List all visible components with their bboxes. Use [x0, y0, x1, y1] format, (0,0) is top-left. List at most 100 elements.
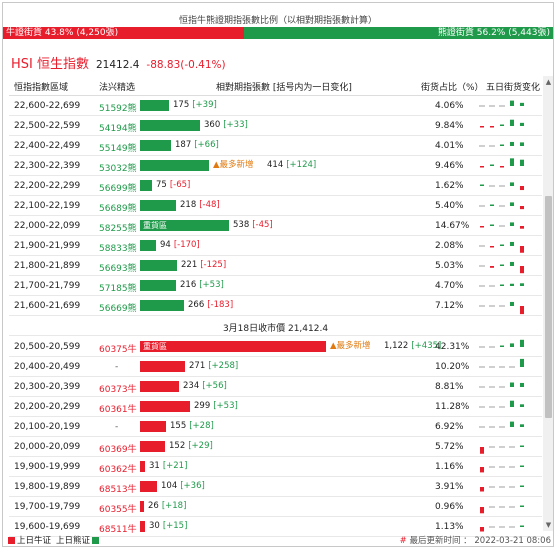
- spark-bar: [520, 525, 524, 527]
- amount-value: 234: [183, 381, 200, 391]
- row-warrant-code[interactable]: 53032熊: [99, 164, 137, 174]
- amount-bar: [140, 280, 176, 291]
- amount-text: 94 [-170]: [160, 240, 200, 251]
- row-warrant-code[interactable]: 68511牛: [99, 525, 137, 535]
- amount-bar: [140, 180, 152, 191]
- row-warrant-code[interactable]: 60375牛: [99, 345, 137, 355]
- amount-bar-area: 187 [+66]: [140, 140, 380, 152]
- five-day-sparkline: [480, 222, 524, 229]
- amount-change: [+18]: [161, 501, 187, 511]
- five-day-sparkline: [479, 421, 524, 428]
- row-warrant-code[interactable]: 54194熊: [99, 124, 137, 134]
- spark-bar: [520, 465, 524, 467]
- scroll-up-icon[interactable]: ▲: [545, 78, 552, 86]
- amount-value: 94: [160, 240, 171, 250]
- spark-bar: [520, 404, 524, 407]
- row-warrant-code[interactable]: 60355牛: [99, 505, 137, 515]
- table-row: 20,200-20,299 60361牛 299 [+53] 11.28%: [9, 397, 542, 417]
- table-row: 21,700-21,799 57185熊 216 [+53] 4.70%: [9, 276, 542, 296]
- row-warrant-code[interactable]: 60369牛: [99, 445, 137, 455]
- spark-bar: [510, 421, 514, 427]
- spark-bar: [520, 206, 524, 210]
- footer: 上日牛证 上日熊证 # 最后更新时间 ： 2022-03-21 08:06: [3, 531, 553, 546]
- spark-bar: [520, 339, 524, 347]
- row-share-pct: 4.01%: [435, 141, 464, 151]
- amount-bar: [140, 100, 169, 111]
- row-range: 20,500-20,599: [14, 342, 81, 352]
- table-row: 20,400-20,499 - 271 [+258] 10.20%: [9, 357, 542, 377]
- amount-bar: 重貨區: [140, 341, 326, 352]
- amount-value: 1,122: [384, 341, 409, 351]
- most-added-badge: ▲最多新增: [213, 160, 254, 170]
- row-range: 19,600-19,699: [14, 522, 81, 532]
- amount-bar-area: 30 [+15]: [140, 521, 380, 533]
- spark-bar: [520, 283, 524, 286]
- amount-text: 1,122 [+435]: [384, 341, 441, 352]
- row-warrant-code[interactable]: 56689熊: [99, 204, 137, 214]
- row-warrant-code[interactable]: 55149熊: [99, 144, 137, 154]
- amount-text: 414 [+124]: [267, 160, 316, 171]
- scroll-down-icon[interactable]: ▼: [545, 521, 552, 529]
- row-range: 19,800-19,899: [14, 482, 81, 492]
- five-day-sparkline: [479, 141, 524, 147]
- amount-bar: [140, 501, 144, 512]
- index-change: -88.83(-0.41%): [146, 59, 226, 71]
- spark-bar: [520, 424, 524, 427]
- row-warrant-code[interactable]: 58833熊: [99, 244, 137, 254]
- amount-text: 75 [-65]: [156, 180, 190, 191]
- scroll-thumb[interactable]: [545, 196, 552, 418]
- amount-value: 187: [175, 140, 192, 150]
- spark-bar: [500, 264, 504, 266]
- five-day-sparkline: [479, 261, 524, 274]
- row-warrant-code[interactable]: 58255熊: [99, 224, 137, 234]
- row-share-pct: 10.20%: [435, 362, 470, 372]
- amount-change: [-170]: [173, 240, 200, 250]
- spark-bar: [520, 186, 524, 191]
- amount-bar-area: 271 [+258]: [140, 361, 380, 373]
- amount-value: 266: [188, 300, 205, 310]
- row-share-pct: 11.28%: [435, 402, 470, 412]
- row-range: 22,600-22,699: [14, 101, 81, 111]
- row-share-pct: 5.72%: [435, 442, 464, 452]
- row-range: 21,700-21,799: [14, 281, 81, 291]
- row-warrant-code: -: [115, 362, 119, 372]
- row-warrant-code[interactable]: 60373牛: [99, 385, 137, 395]
- amount-change: [+29]: [188, 441, 213, 451]
- amount-bar: [140, 200, 176, 211]
- row-warrant-code[interactable]: 56669熊: [99, 304, 137, 314]
- row-warrant-code[interactable]: 51592熊: [99, 104, 137, 114]
- vertical-scrollbar[interactable]: ▲ ▼: [543, 76, 553, 531]
- row-warrant-code[interactable]: 56693熊: [99, 264, 137, 274]
- table-row: 21,800-21,899 56693熊 221 [-125] 5.03%: [9, 256, 542, 276]
- row-warrant-code[interactable]: 57185熊: [99, 284, 137, 294]
- amount-change: [+66]: [194, 140, 219, 150]
- amount-change: [+15]: [162, 521, 188, 531]
- spark-bar: [480, 184, 484, 186]
- bear-legend-swatch: [92, 536, 100, 544]
- spark-bar: [510, 283, 514, 286]
- five-day-sparkline: [479, 339, 524, 348]
- header-amount: 相對期指張數 [括号内为一日变化]: [216, 83, 352, 93]
- spark-bar: [510, 261, 514, 266]
- table-row: 20,500-20,599 60375牛 重貨區 ▲最多新增 1,122 [+435] 42…: [9, 337, 542, 357]
- row-warrant-code[interactable]: 68513牛: [99, 485, 137, 495]
- row-share-pct: 6.92%: [435, 422, 464, 432]
- spark-bar: [510, 100, 514, 106]
- spark-bar: [520, 246, 524, 253]
- legend: 上日牛证 上日熊证: [8, 534, 100, 546]
- spark-bar: [520, 382, 524, 387]
- row-warrant-code[interactable]: 56699熊: [99, 184, 137, 194]
- row-warrant-code[interactable]: 60362牛: [99, 465, 137, 475]
- spark-bar: [510, 400, 514, 407]
- row-warrant-code[interactable]: 60361牛: [99, 405, 137, 415]
- table-header: 恒指指數區域 法兴精选 相對期指張數 [括号内为一日变化] 街货占比（%） 五日…: [9, 76, 542, 96]
- amount-value: 414: [267, 160, 284, 170]
- amount-bar: [140, 240, 156, 251]
- five-day-sparkline: [480, 505, 524, 514]
- spark-bar: [490, 224, 494, 226]
- row-share-pct: 1.16%: [435, 462, 464, 472]
- spark-bar: [480, 226, 484, 228]
- five-day-sparkline: [480, 445, 524, 454]
- spark-bar: [480, 487, 484, 492]
- spark-bar: [510, 119, 514, 126]
